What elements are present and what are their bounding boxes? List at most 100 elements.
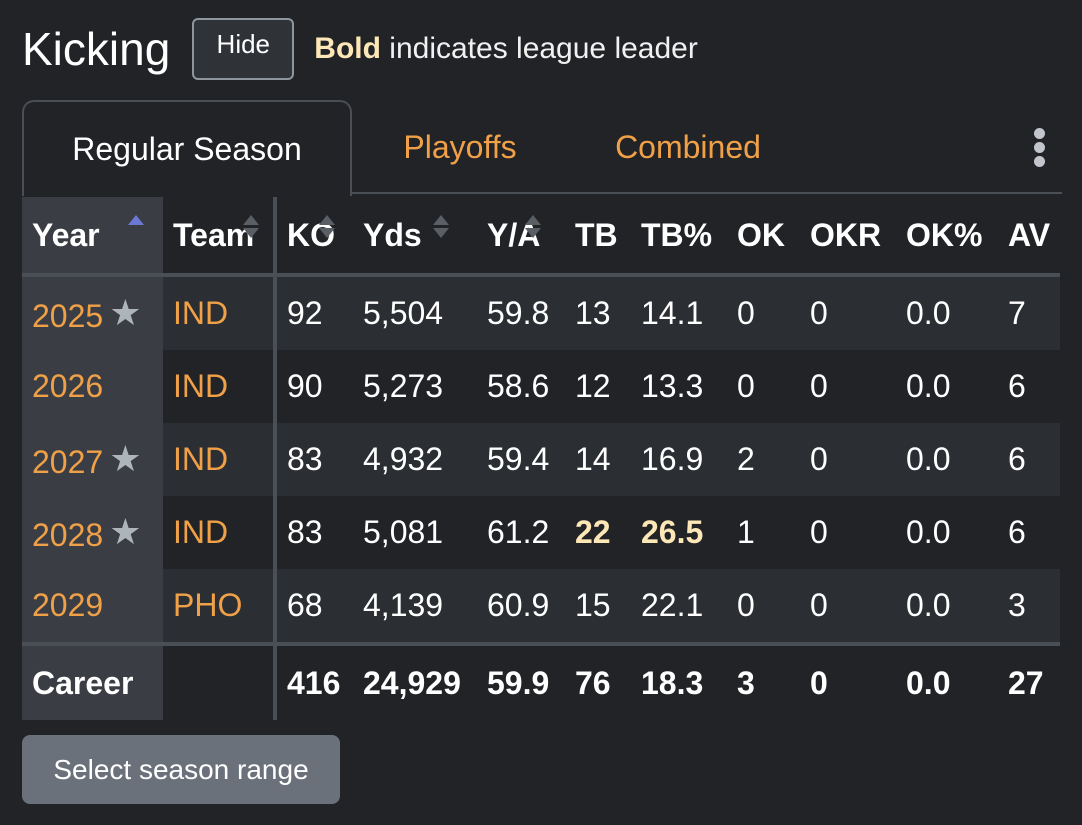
col-ok-label: OK [737, 216, 785, 253]
tab-baseline [22, 192, 1062, 194]
tab-playoffs[interactable]: Playoffs [403, 128, 517, 165]
tb-cell: 15 [565, 569, 631, 644]
tb-cell-leader: 22 [565, 496, 631, 569]
career-ya: 59.9 [477, 642, 565, 720]
sort-ascending-icon [128, 215, 144, 238]
table-row: 2026 IND 90 5,273 58.6 12 13.3 0 0 0.0 6 [22, 350, 1060, 423]
av-cell: 6 [998, 350, 1060, 423]
ya-cell: 61.2 [477, 496, 565, 569]
col-yds-label: Yds [363, 216, 422, 253]
team-link[interactable]: IND [173, 514, 229, 550]
team-link[interactable]: IND [173, 295, 229, 331]
career-av: 27 [998, 642, 1060, 720]
col-tb-pct-label: TB% [641, 216, 713, 253]
team-cell: PHO [163, 569, 277, 644]
team-cell: IND [163, 275, 277, 350]
okr-cell: 0 [800, 423, 896, 496]
tb-pct-cell: 22.1 [631, 569, 727, 644]
av-cell: 3 [998, 569, 1060, 644]
career-okr: 0 [800, 642, 896, 720]
col-okr-label: OKR [810, 216, 882, 253]
year-link[interactable]: 2025 [32, 298, 104, 334]
section-title: Kicking [22, 23, 171, 75]
col-ok-pct[interactable]: OK% [896, 197, 998, 277]
okr-cell: 0 [800, 350, 896, 423]
tb-pct-cell: 13.3 [631, 350, 727, 423]
col-year[interactable]: Year [22, 197, 163, 277]
table-row: 2028 ★ IND 83 5,081 61.2 22 26.5 1 0 0.0 … [22, 496, 1060, 569]
more-options-icon[interactable] [1034, 128, 1048, 168]
ko-cell: 92 [275, 275, 353, 350]
year-cell: 2026 [22, 350, 163, 423]
year-cell: 2025 ★ [22, 275, 163, 350]
okr-cell: 0 [800, 569, 896, 644]
col-team[interactable]: Team [163, 197, 277, 277]
career-label: Career [22, 642, 163, 720]
tab-regular-season[interactable]: Regular Season [22, 100, 352, 196]
team-cell: IND [163, 350, 277, 423]
year-link[interactable]: 2028 [32, 517, 104, 553]
col-okr[interactable]: OKR [800, 197, 896, 277]
yds-cell: 4,932 [353, 423, 477, 496]
col-ko[interactable]: KO [275, 197, 353, 277]
team-cell: IND [163, 423, 277, 496]
ok-cell: 1 [727, 496, 800, 569]
tb-pct-cell: 14.1 [631, 275, 727, 350]
col-ok[interactable]: OK [727, 197, 800, 277]
col-yds[interactable]: Yds [353, 197, 477, 277]
tb-cell: 14 [565, 423, 631, 496]
ya-cell: 59.4 [477, 423, 565, 496]
ko-cell: 83 [275, 423, 353, 496]
table-row: 2025 ★ IND 92 5,504 59.8 13 14.1 0 0 0.0 … [22, 275, 1060, 350]
year-link[interactable]: 2029 [32, 587, 104, 623]
star-icon: ★ [109, 292, 142, 333]
av-cell: 7 [998, 275, 1060, 350]
team-link[interactable]: PHO [173, 587, 243, 623]
team-link[interactable]: IND [173, 368, 229, 404]
tb-pct-cell: 16.9 [631, 423, 727, 496]
sort-icon [525, 215, 541, 238]
yds-cell: 4,139 [353, 569, 477, 644]
hide-button[interactable]: Hide [192, 18, 295, 80]
career-ko: 416 [275, 642, 353, 720]
col-av-label: AV [1008, 216, 1051, 253]
sort-icon [433, 215, 449, 238]
av-cell: 6 [998, 423, 1060, 496]
header-row: Year Team KO Yds Y/A TB TB% OK OKR OK% A… [22, 197, 1060, 277]
ok-pct-cell: 0.0 [896, 496, 998, 569]
table-row: 2029 PHO 68 4,139 60.9 15 22.1 0 0 0.0 3 [22, 569, 1060, 644]
sort-icon [243, 215, 259, 238]
team-link[interactable]: IND [173, 441, 229, 477]
col-av[interactable]: AV [998, 197, 1060, 277]
tb-cell: 12 [565, 350, 631, 423]
career-ok: 3 [727, 642, 800, 720]
sort-icon [319, 215, 335, 238]
kicking-table: Year Team KO Yds Y/A TB TB% OK OKR OK% A… [22, 197, 1060, 720]
yds-cell: 5,273 [353, 350, 477, 423]
col-year-label: Year [32, 216, 100, 253]
star-icon: ★ [109, 511, 142, 552]
ko-cell: 68 [275, 569, 353, 644]
col-ok-pct-label: OK% [906, 216, 983, 253]
col-ya[interactable]: Y/A [477, 197, 565, 277]
year-cell: 2028 ★ [22, 496, 163, 569]
year-link[interactable]: 2026 [32, 368, 104, 404]
select-season-range-button[interactable]: Select season range [22, 735, 340, 804]
tb-pct-cell-leader: 26.5 [631, 496, 727, 569]
tab-combined[interactable]: Combined [615, 128, 761, 165]
col-tb[interactable]: TB [565, 197, 631, 277]
ya-cell: 60.9 [477, 569, 565, 644]
year-cell: 2029 [22, 569, 163, 644]
table-row: 2027 ★ IND 83 4,932 59.4 14 16.9 2 0 0.0 … [22, 423, 1060, 496]
col-tb-pct[interactable]: TB% [631, 197, 727, 277]
year-link[interactable]: 2027 [32, 444, 104, 480]
av-cell: 6 [998, 496, 1060, 569]
ko-cell: 83 [275, 496, 353, 569]
ok-pct-cell: 0.0 [896, 569, 998, 644]
year-cell: 2027 ★ [22, 423, 163, 496]
ok-pct-cell: 0.0 [896, 423, 998, 496]
ko-cell: 90 [275, 350, 353, 423]
legend-note: Bold indicates league leader [314, 32, 698, 66]
career-yds: 24,929 [353, 642, 477, 720]
star-icon: ★ [109, 438, 142, 479]
